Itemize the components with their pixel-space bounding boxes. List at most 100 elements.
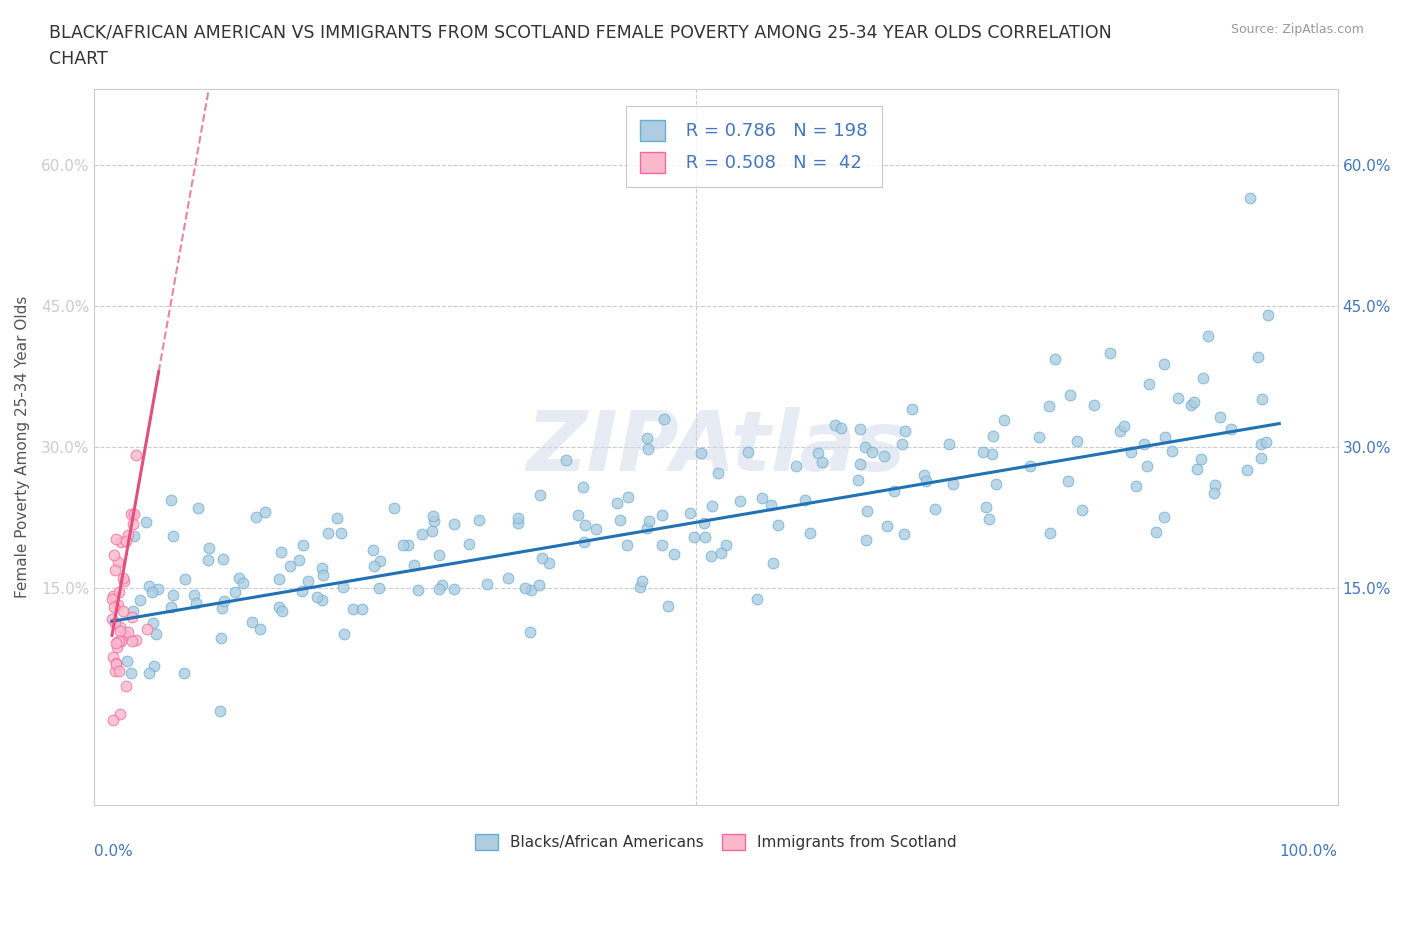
Point: [893, 527, 915, 542]
Point: [531, 551, 554, 565]
Point: [187, 501, 209, 516]
Point: [700, 549, 723, 564]
Point: [1192, 370, 1215, 385]
Point: [520, 583, 543, 598]
Point: [267, 572, 290, 587]
Point: [173, 666, 195, 681]
Point: [1220, 421, 1243, 436]
Point: [122, 516, 145, 531]
Legend: Blacks/African Americans, Immigrants from Scotland: Blacks/African Americans, Immigrants fro…: [467, 827, 965, 858]
Point: [986, 477, 1008, 492]
Point: [606, 496, 628, 511]
Point: [105, 636, 128, 651]
Point: [467, 513, 489, 528]
Point: [160, 493, 183, 508]
Point: [856, 503, 879, 518]
Point: [496, 571, 519, 586]
Point: [443, 516, 465, 531]
Point: [112, 573, 135, 588]
Point: [616, 489, 638, 504]
Point: [508, 511, 530, 525]
Point: [1185, 461, 1208, 476]
Point: [1109, 423, 1132, 438]
Point: [104, 563, 127, 578]
Point: [124, 447, 146, 462]
Point: [392, 538, 415, 552]
Point: [574, 517, 596, 532]
Point: [1204, 485, 1226, 500]
Point: [420, 524, 443, 538]
Point: [1059, 388, 1081, 403]
Point: [1038, 399, 1060, 414]
Point: [212, 594, 235, 609]
Point: [616, 538, 638, 552]
Point: [1250, 392, 1272, 407]
Point: [145, 627, 167, 642]
Point: [894, 424, 917, 439]
Point: [160, 600, 183, 615]
Point: [1247, 350, 1270, 365]
Point: [1257, 308, 1279, 323]
Point: [761, 498, 783, 512]
Point: [538, 556, 561, 571]
Point: [111, 604, 134, 618]
Point: [572, 480, 595, 495]
Point: [891, 436, 914, 451]
Point: [1071, 503, 1094, 518]
Point: [162, 528, 184, 543]
Point: [121, 633, 143, 648]
Point: [249, 621, 271, 636]
Point: [662, 546, 685, 561]
Point: [352, 602, 374, 617]
Point: [638, 513, 661, 528]
Point: [117, 527, 139, 542]
Point: [876, 518, 898, 533]
Point: [124, 528, 146, 543]
Point: [1250, 450, 1272, 465]
Point: [292, 538, 315, 552]
Point: [103, 600, 125, 615]
Point: [860, 445, 883, 459]
Point: [1161, 444, 1184, 458]
Point: [693, 515, 716, 530]
Point: [402, 558, 425, 573]
Point: [101, 611, 124, 626]
Point: [993, 413, 1015, 428]
Point: [1254, 434, 1277, 449]
Point: [342, 602, 364, 617]
Point: [142, 658, 165, 673]
Point: [114, 628, 136, 643]
Point: [690, 445, 713, 460]
Point: [1112, 418, 1135, 433]
Point: [110, 624, 132, 639]
Point: [846, 472, 869, 487]
Point: [271, 604, 294, 618]
Point: [101, 589, 124, 604]
Point: [574, 535, 596, 550]
Point: [427, 581, 450, 596]
Point: [332, 580, 354, 595]
Point: [110, 633, 132, 648]
Point: [977, 512, 1000, 526]
Point: [710, 546, 733, 561]
Point: [135, 515, 157, 530]
Point: [363, 558, 385, 573]
Point: [824, 418, 846, 432]
Point: [942, 477, 965, 492]
Point: [115, 679, 138, 694]
Point: [135, 621, 157, 636]
Point: [1039, 525, 1062, 540]
Point: [382, 501, 405, 516]
Point: [873, 448, 896, 463]
Point: [224, 585, 246, 600]
Point: [1125, 479, 1147, 494]
Point: [972, 445, 994, 459]
Point: [254, 505, 277, 520]
Text: 100.0%: 100.0%: [1279, 844, 1337, 859]
Point: [679, 506, 702, 521]
Point: [330, 526, 353, 541]
Point: [1066, 434, 1088, 449]
Point: [363, 543, 385, 558]
Point: [297, 574, 319, 589]
Point: [751, 490, 773, 505]
